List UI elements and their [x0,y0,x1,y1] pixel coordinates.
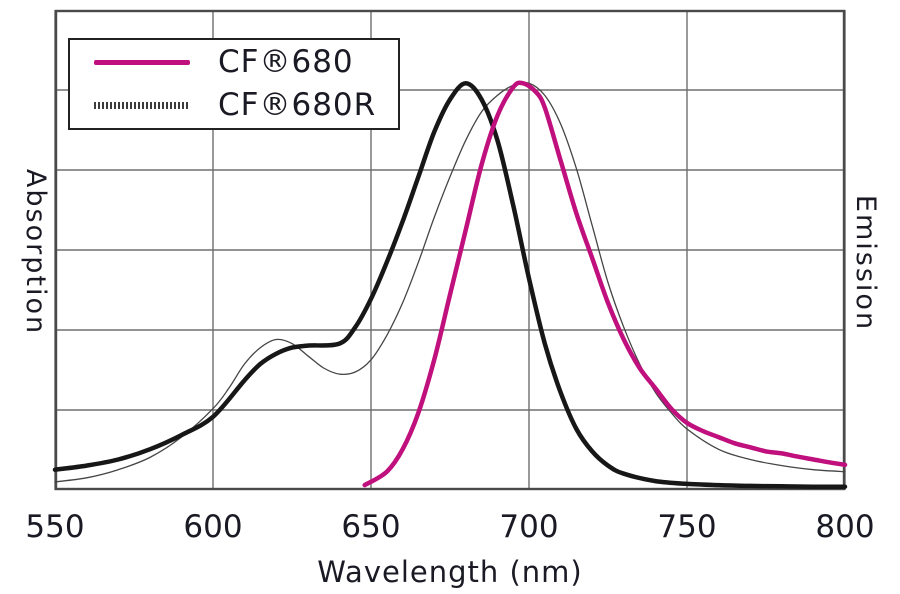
plot-border [54,9,846,491]
legend-item: CF®680R [94,90,398,121]
x-tick-label: 800 [815,509,875,545]
x-tick-label: 750 [657,509,717,545]
y-axis-label-emission: Emission [850,194,881,332]
x-tick-label: 650 [341,509,401,545]
plot-area [52,9,848,491]
legend-label-cf680: CF®680 [218,44,354,80]
legend-line-sample-cf680r [94,102,190,109]
legend-item: CF®680 [94,47,398,78]
series-cf680-absorption [52,80,848,489]
x-tick-label: 600 [183,509,243,545]
x-tick-label: 700 [499,509,559,545]
series-cf680-emission [362,80,848,488]
x-tick-label: 550 [25,509,85,545]
legend-label-cf680r: CF®680R [218,87,377,123]
legend: CF®680 CF®680R [68,38,400,130]
y-axis-label-absorption: Absorption [20,168,51,336]
legend-line-sample-cf680 [94,60,190,65]
x-axis-label: Wavelength (nm) [317,555,583,589]
plot-canvas [52,9,848,491]
series-cf680r-thin [54,81,846,483]
